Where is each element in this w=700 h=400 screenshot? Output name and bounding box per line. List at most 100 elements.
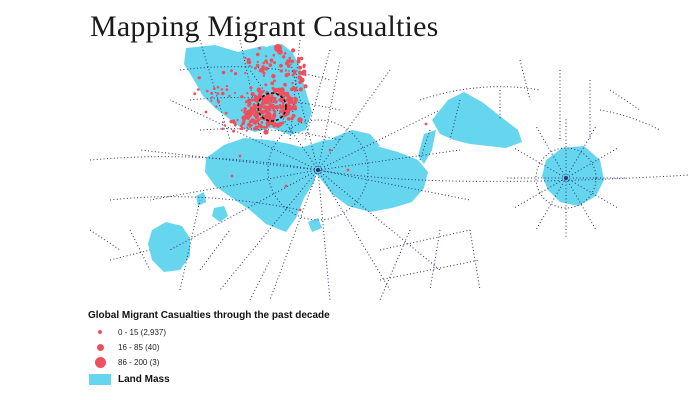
casualty-point <box>264 83 268 87</box>
casualty-point <box>271 121 276 126</box>
casualty-point <box>230 69 233 73</box>
casualty-point <box>284 69 288 72</box>
legend-item-label: Land Mass <box>118 373 170 385</box>
casualty-point <box>255 127 258 131</box>
casualty-point <box>263 126 266 129</box>
casualty-point <box>232 119 235 122</box>
graticule-line <box>379 229 411 301</box>
land-america-north <box>432 92 522 148</box>
casualty-point <box>256 60 259 64</box>
land-australia <box>148 222 190 272</box>
casualty-point <box>246 126 249 129</box>
land-islands-c <box>308 218 322 232</box>
casualty-point-medium <box>279 87 285 93</box>
casualty-point <box>262 61 266 65</box>
graticule-line <box>419 86 541 101</box>
casualty-point-medium <box>299 77 305 83</box>
casualty-point <box>302 65 306 69</box>
casualty-point <box>259 125 264 129</box>
casualty-point <box>236 118 239 122</box>
casualty-point <box>253 96 257 100</box>
casualty-point <box>215 105 218 108</box>
graticule-line <box>129 229 151 271</box>
casualty-point <box>261 111 265 115</box>
casualty-point <box>298 65 303 70</box>
land-islands-a <box>212 206 228 222</box>
casualty-point <box>267 105 272 110</box>
casualty-point <box>211 96 214 99</box>
casualty-point <box>291 48 296 53</box>
casualty-point <box>257 93 261 97</box>
casualty-point <box>225 88 229 91</box>
casualty-point <box>278 103 282 107</box>
casualty-point <box>281 101 285 105</box>
casualty-point <box>265 55 268 58</box>
graticule-pole <box>564 176 568 180</box>
casualty-point <box>234 72 238 76</box>
casualty-point <box>264 59 268 63</box>
graticule-line <box>199 39 231 141</box>
casualty-point <box>265 121 271 126</box>
casualty-point <box>264 109 268 112</box>
graticule-line <box>429 229 441 291</box>
casualty-point <box>279 69 283 73</box>
legend-item-small: 0 - 15 (2,937) <box>88 324 166 340</box>
casualty-point <box>286 117 291 121</box>
medium-dot-icon <box>96 343 104 351</box>
casualty-point-large <box>261 95 271 105</box>
casualty-point <box>239 127 242 130</box>
graticule-line <box>249 259 271 301</box>
casualty-point <box>204 110 208 114</box>
legend-item-medium: 16 - 85 (40) <box>88 339 159 355</box>
casualty-point <box>283 52 287 55</box>
casualty-point <box>240 124 243 128</box>
graticule-line <box>169 99 319 171</box>
casualty-point <box>296 59 301 64</box>
graticule-line <box>109 196 301 211</box>
graticule-line <box>599 109 661 131</box>
casualty-point <box>296 57 301 61</box>
graticule-line <box>379 229 471 251</box>
land-mass-swatch-icon <box>89 373 111 385</box>
casualty-point-medium <box>241 115 247 121</box>
casualty-point <box>193 92 197 96</box>
casualty-point <box>221 70 226 75</box>
casualty-point <box>291 81 294 85</box>
casualty-point <box>255 52 260 57</box>
graticule-line <box>199 229 231 271</box>
casualty-point <box>288 56 292 60</box>
casualty-point <box>240 95 244 99</box>
land-antarctica <box>542 146 604 206</box>
small-dot-icon <box>98 330 102 334</box>
casualty-point <box>299 87 303 91</box>
casualty-point <box>212 87 216 90</box>
casualty-point <box>210 99 213 102</box>
casualty-point <box>229 119 233 124</box>
casualty-point <box>240 109 243 112</box>
casualty-point <box>292 115 295 118</box>
casualty-point <box>197 88 200 91</box>
casualty-point <box>251 98 255 102</box>
casualty-point <box>284 184 288 188</box>
large-dot-icon <box>94 356 106 368</box>
casualty-point <box>277 124 281 128</box>
casualty-point <box>245 129 248 132</box>
casualty-point <box>228 94 231 98</box>
casualty-point <box>248 120 252 124</box>
casualty-point <box>271 106 275 110</box>
casualty-point <box>255 63 260 68</box>
casualty-points-layer <box>193 44 428 212</box>
casualty-point <box>221 127 224 131</box>
casualty-point <box>249 86 253 90</box>
casualty-point <box>268 109 270 111</box>
casualty-point <box>220 88 224 91</box>
casualty-point <box>262 71 266 75</box>
graticule-line <box>519 59 531 101</box>
casualty-point <box>247 103 251 107</box>
casualty-point-medium <box>297 117 303 123</box>
casualty-point <box>270 81 275 86</box>
casualty-point-medium <box>287 97 293 103</box>
casualty-point <box>234 92 236 94</box>
graticule-line <box>109 249 151 261</box>
